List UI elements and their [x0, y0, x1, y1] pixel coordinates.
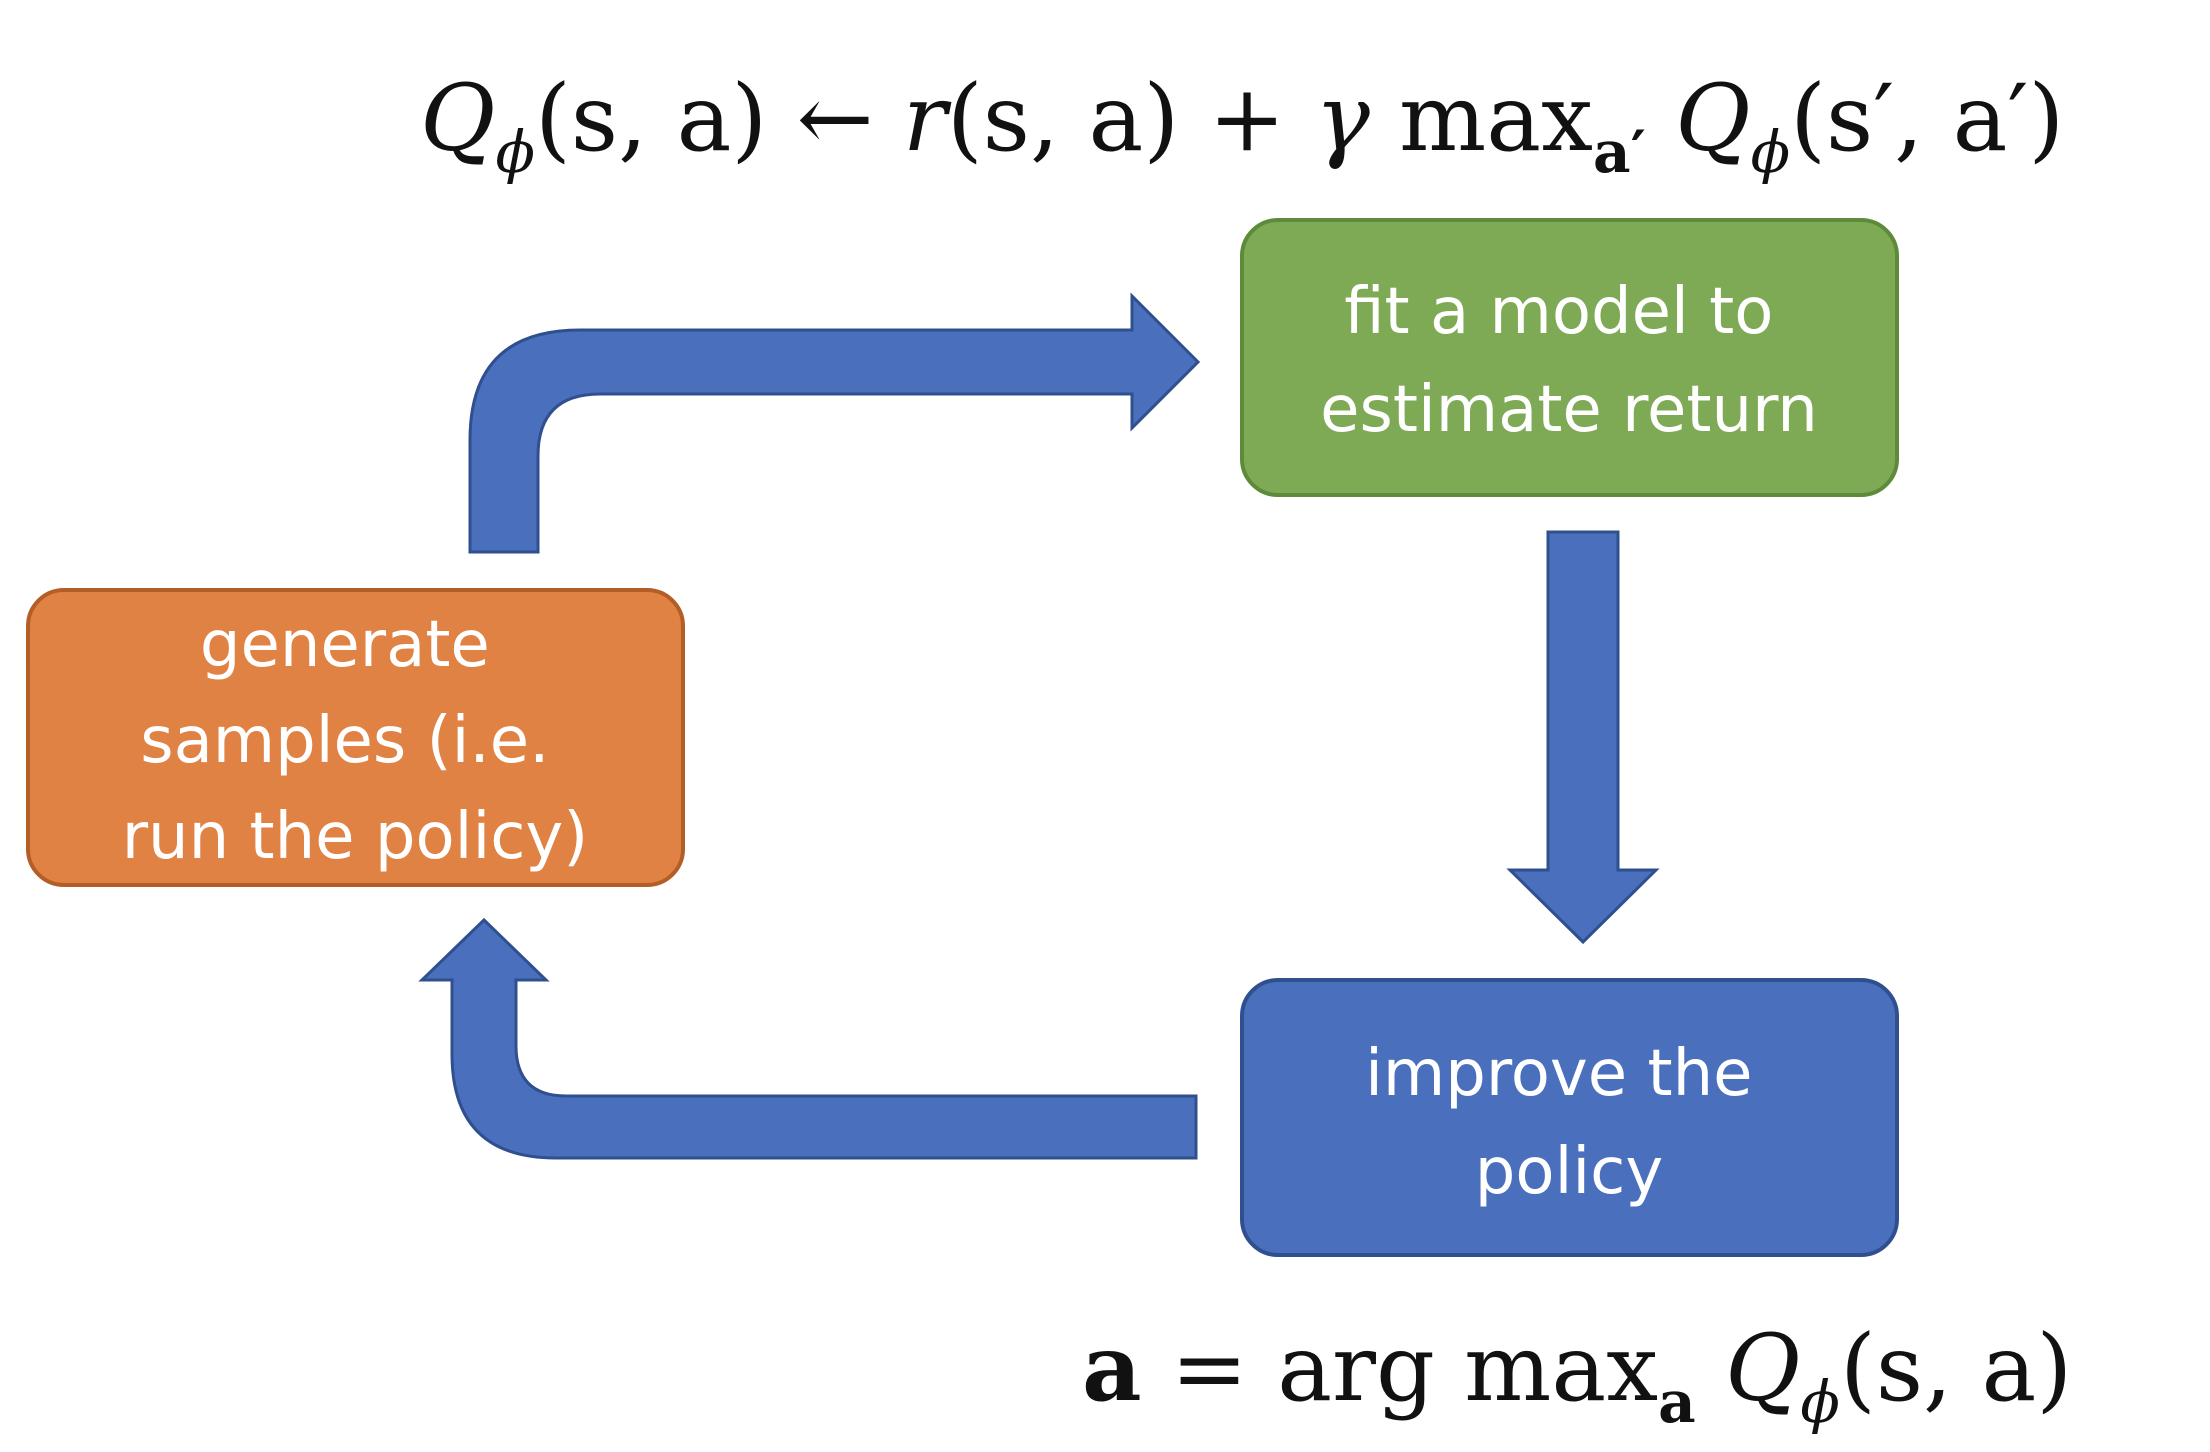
policy-q-symbol: Q: [1696, 1315, 1801, 1422]
policy-args: (s, a): [1840, 1315, 2072, 1422]
phi2-subscript: ϕ: [1751, 118, 1791, 186]
generate-samples-label: generate samples (i.e. run the policy): [122, 608, 589, 874]
improve-policy-label: improve the policy: [1365, 1037, 1773, 1209]
arrow-fit-to-improve: [1506, 530, 1660, 945]
gamma-symbol: γ: [1315, 65, 1371, 172]
action-symbol: a: [1082, 1314, 1142, 1422]
generate-samples-box: [26, 588, 685, 887]
improve-policy-line-2: policy: [1475, 1135, 1663, 1209]
generate-samples-line-3: run the policy): [122, 800, 589, 874]
q2-symbol: Q: [1646, 65, 1751, 172]
improve-policy-box: [1240, 978, 1899, 1257]
plus-sign: +: [1179, 65, 1315, 172]
arrow-improve-to-generate: [418, 917, 1198, 1160]
improve-policy-line-1: improve the: [1365, 1037, 1752, 1111]
policy-phi-subscript: ϕ: [1800, 1368, 1840, 1436]
fit-model-label: fit a model to estimate return: [1320, 275, 1818, 447]
arrow-samples-to-fit: [468, 292, 1201, 554]
max-operator: max: [1370, 65, 1593, 172]
lhs-args: (s, a): [535, 65, 767, 172]
fit-model-line-1: fit a model to: [1344, 275, 1773, 349]
generate-samples-line-2: samples (i.e.: [140, 704, 549, 778]
policy-formula: a = arg maxa Qϕ(s, a): [1082, 1314, 2072, 1436]
r-args: (s, a): [947, 65, 1179, 172]
q-update-formula: Qϕ(s, a) ← r(s, a) + γ maxa′ Qϕ(s′, a′): [420, 65, 2064, 186]
max-subscript: a′: [1593, 118, 1646, 186]
r-symbol: r: [903, 65, 952, 172]
phi-subscript: ϕ: [495, 118, 535, 186]
rhs-args: (s′, a′): [1790, 65, 2064, 172]
fit-model-box: [1240, 218, 1899, 497]
q-symbol: Q: [420, 65, 495, 172]
argmax-subscript: a: [1658, 1368, 1696, 1436]
argmax-operator: = arg max: [1142, 1315, 1659, 1422]
fit-model-line-2: estimate return: [1320, 373, 1818, 447]
generate-samples-line-1: generate: [200, 608, 490, 682]
assign-arrow: ←: [767, 65, 903, 172]
